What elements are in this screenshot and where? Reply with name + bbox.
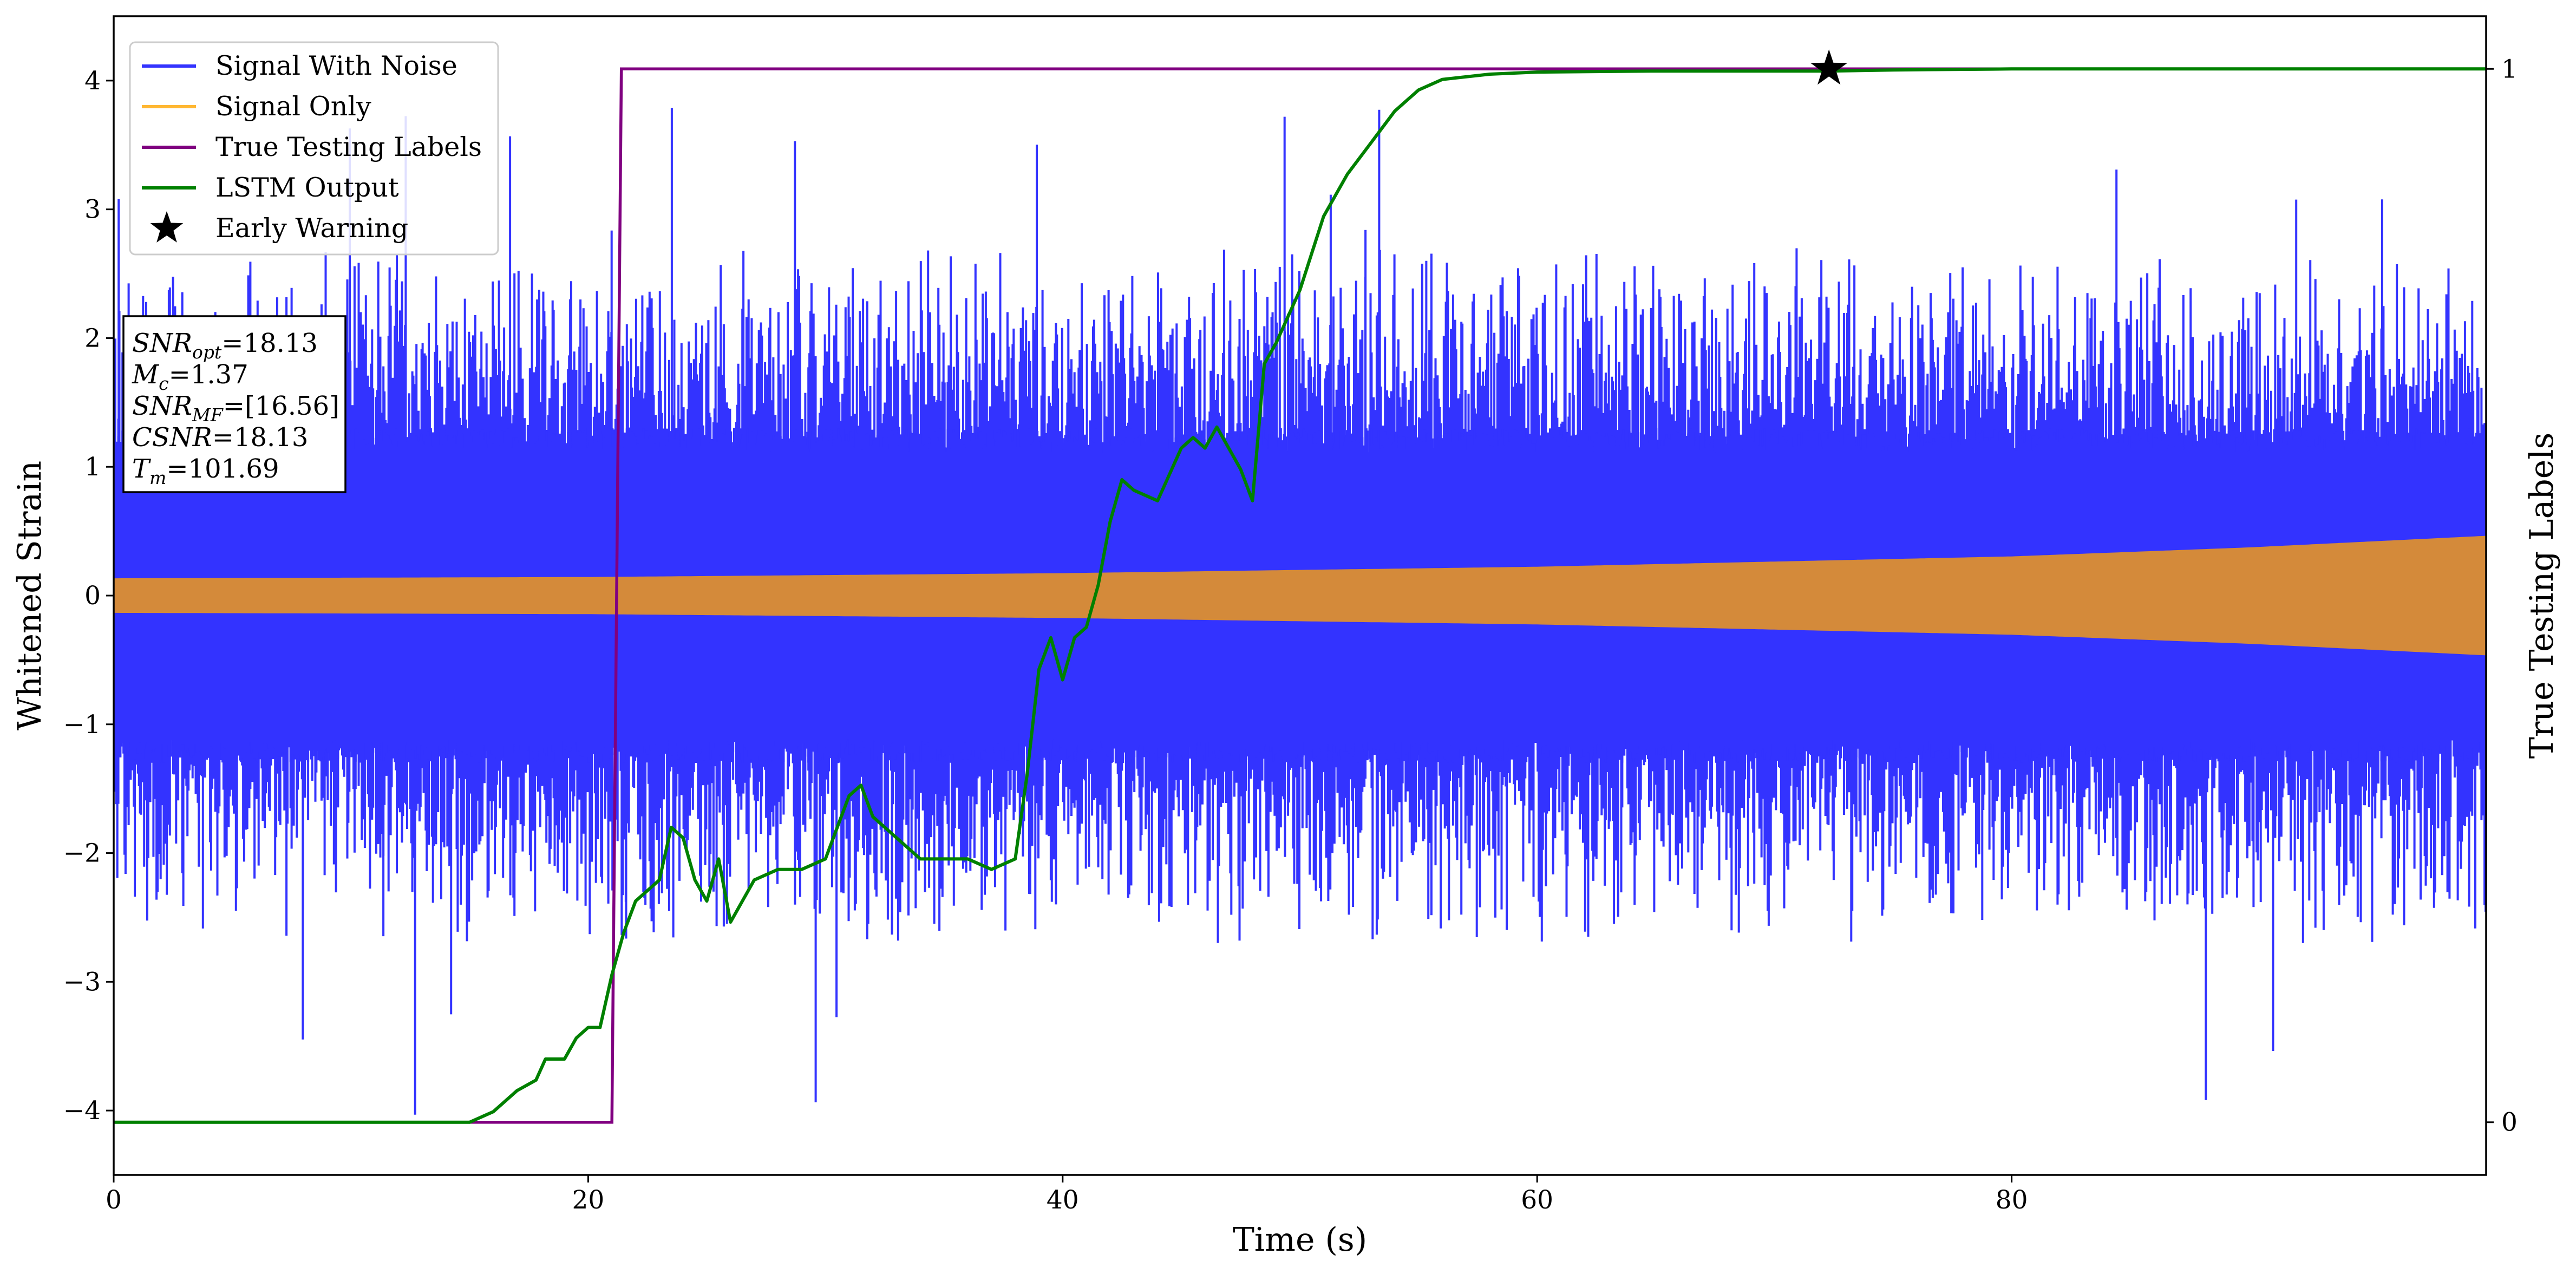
legend: Signal With Noise Signal Only True Testing… xyxy=(129,41,499,256)
info-subscript: m xyxy=(149,467,166,488)
y2-tick-label: 0 xyxy=(2501,1108,2518,1138)
info-box-line: Tm=101.69 xyxy=(132,454,279,488)
info-box-line: SNRopt=18.13 xyxy=(132,328,318,363)
y-tick-label: 4 xyxy=(84,66,101,96)
info-box-line: CSNR=18.13 xyxy=(132,422,308,453)
y-tick-label: −1 xyxy=(63,710,101,740)
info-symbol: CSNR xyxy=(132,422,212,453)
x-tick-label: 80 xyxy=(1996,1185,2028,1215)
legend-item: Signal With Noise xyxy=(142,50,457,81)
x-tick-label: 60 xyxy=(1521,1185,1553,1215)
y-tick-label: 1 xyxy=(84,452,101,482)
info-box: SNRopt=18.13Mc=1.37SNRMF=[16.56]CSNR=18.… xyxy=(122,315,346,493)
legend-star-icon xyxy=(150,211,184,243)
x-tick-label: 40 xyxy=(1047,1185,1079,1215)
x-tick-label: 20 xyxy=(572,1185,604,1215)
early-warning-series xyxy=(1810,49,1848,85)
legend-item: Signal Only xyxy=(142,91,371,122)
info-box-frame xyxy=(122,315,346,493)
y-tick-label: 0 xyxy=(84,581,101,611)
info-value: =18.13 xyxy=(212,422,309,453)
y-tick-label: 3 xyxy=(84,195,101,225)
y-axis-title: Whitened Strain xyxy=(11,461,49,730)
y2-axis-title: True Testing Labels xyxy=(2523,433,2561,759)
y-axis-ticks: −4 −3 −2 −1 0 1 2 3 4 xyxy=(63,66,114,1126)
legend-item: LSTM Output xyxy=(142,172,399,203)
legend-label: Signal With Noise xyxy=(215,50,457,81)
info-subscript: opt xyxy=(192,342,222,363)
y-tick-label: −4 xyxy=(63,1096,101,1126)
info-value: =[16.56] xyxy=(223,391,339,421)
legend-label: Early Warning xyxy=(215,213,408,244)
info-box-line: SNRMF=[16.56] xyxy=(132,391,339,426)
legend-label: Signal Only xyxy=(215,91,371,122)
y-tick-label: 2 xyxy=(84,323,101,353)
early-warning-star-icon xyxy=(1810,49,1848,85)
info-symbol: T xyxy=(132,454,151,484)
signal-only-series xyxy=(114,535,2486,656)
x-axis-title: Time (s) xyxy=(1233,1221,1367,1259)
y2-tick-label: 1 xyxy=(2501,54,2518,84)
plot-area xyxy=(114,49,2486,1124)
x-tick-label: 0 xyxy=(106,1185,122,1215)
y-tick-label: −3 xyxy=(63,967,101,997)
y-tick-label: −2 xyxy=(63,839,101,868)
legend-box xyxy=(129,41,499,256)
x-axis-ticks: 0 20 40 60 80 xyxy=(106,1175,2028,1215)
info-value: =1.37 xyxy=(169,360,249,390)
lstm-output-series xyxy=(114,67,2486,1124)
info-value: =101.69 xyxy=(166,454,279,484)
info-value: =18.13 xyxy=(221,328,318,358)
info-symbol: SNR xyxy=(132,391,192,421)
info-symbol: M xyxy=(132,360,160,390)
info-subscript: MF xyxy=(192,404,224,426)
lstm-output-line xyxy=(114,67,2486,1124)
legend-item: True Testing Labels xyxy=(142,132,482,162)
signal-only-envelope xyxy=(114,535,2486,656)
y2-axis-ticks: 01 xyxy=(2486,54,2518,1138)
info-box-line: Mc=1.37 xyxy=(132,360,249,394)
legend-label: True Testing Labels xyxy=(215,132,482,162)
info-subscript: c xyxy=(159,373,168,394)
legend-items: Signal With Noise Signal Only True Testing… xyxy=(142,50,482,244)
legend-label: LSTM Output xyxy=(215,172,399,203)
info-items: SNRopt=18.13Mc=1.37SNRMF=[16.56]CSNR=18.… xyxy=(132,328,339,488)
legend-item: Early Warning xyxy=(150,211,408,244)
info-symbol: SNR xyxy=(132,328,192,358)
